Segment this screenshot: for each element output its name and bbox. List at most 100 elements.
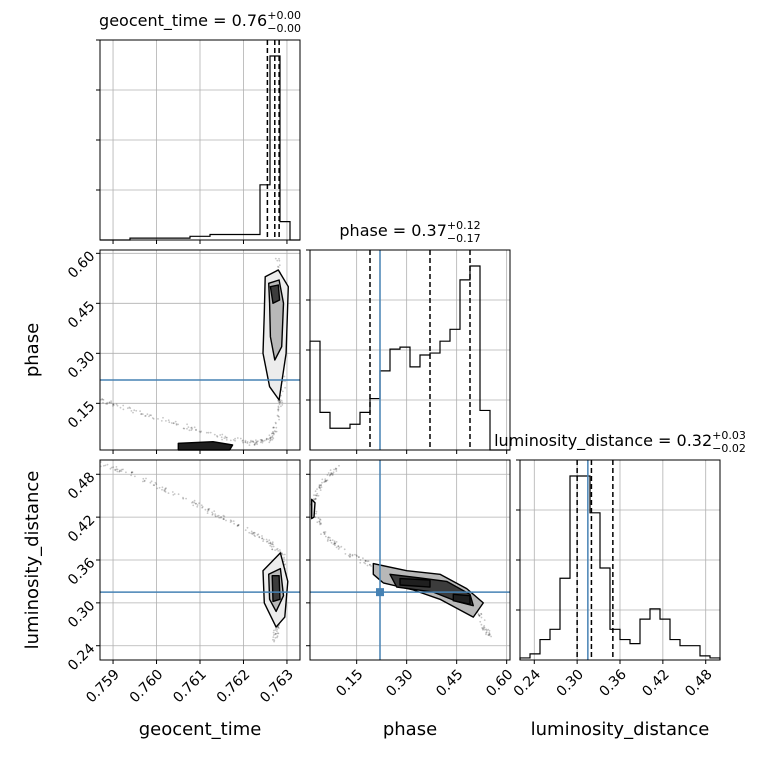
x-axis-label-luminosity_distance: luminosity_distance: [531, 719, 710, 740]
sample-point: [282, 553, 284, 556]
sample-point: [334, 468, 337, 471]
x-tick-label: 0.763: [257, 667, 297, 707]
sample-point: [364, 559, 367, 562]
sample-point: [102, 401, 104, 404]
sample-point: [366, 560, 369, 563]
panel-titles: geocent_time = 0.76+0.00−0.00 phase = 0.3…: [99, 9, 746, 455]
sample-point: [172, 494, 175, 496]
y-axis-label-luminosity_distance: luminosity_distance: [22, 471, 43, 650]
sample-point: [265, 538, 268, 541]
x-tick-label: 0.15: [333, 667, 366, 700]
sample-point: [131, 471, 134, 473]
sample-point: [490, 635, 492, 638]
sample-point: [211, 513, 214, 515]
sample-point: [265, 438, 268, 440]
sample-point: [483, 619, 486, 621]
sample-point: [283, 556, 285, 559]
sample-point: [154, 481, 157, 484]
sample-point: [103, 464, 105, 467]
sample-point: [185, 497, 187, 500]
sample-point: [349, 554, 352, 556]
y-tick-label: 0.30: [65, 348, 98, 381]
sample-point: [317, 517, 320, 519]
sample-point: [281, 401, 284, 404]
x-tick-label: 0.42: [639, 667, 672, 700]
sample-point: [477, 613, 480, 615]
sample-point: [222, 514, 225, 517]
sample-point: [258, 536, 261, 539]
x-tick-label: 0.30: [383, 667, 416, 700]
y-tick-label: 0.24: [65, 641, 98, 674]
sample-point: [221, 438, 223, 441]
sample-point: [150, 414, 152, 417]
sample-point: [188, 429, 191, 432]
sample-point: [119, 406, 122, 409]
sample-point: [151, 417, 154, 419]
sample-point: [483, 625, 486, 627]
sample-point: [218, 516, 221, 519]
sample-point: [206, 510, 209, 513]
histogram-panel-phase: [306, 249, 511, 454]
sample-point: [132, 411, 134, 414]
sample-point: [163, 489, 166, 491]
x-tick-label: 0.761: [170, 667, 210, 707]
sample-point: [253, 534, 256, 536]
sample-point: [330, 473, 332, 475]
sample-point: [481, 627, 484, 630]
sample-point: [319, 523, 321, 526]
sample-point: [130, 471, 133, 474]
sample-point: [265, 540, 268, 543]
sample-point: [271, 541, 274, 544]
sample-point: [164, 488, 167, 491]
sample-point: [331, 472, 333, 475]
sample-point: [191, 428, 194, 430]
sample-point: [182, 497, 185, 500]
sample-point: [232, 520, 235, 522]
sample-point: [333, 540, 336, 543]
sample-point: [316, 521, 319, 524]
sample-point: [329, 536, 331, 539]
sample-point: [277, 550, 280, 552]
sample-point: [106, 463, 109, 466]
scatter-panel-geocent_time-vs-luminosity_distance: [96, 459, 301, 664]
sample-point: [358, 556, 360, 559]
sample-point: [344, 553, 347, 555]
sample-point: [281, 552, 283, 555]
sample-point: [273, 433, 275, 436]
sample-point: [338, 464, 340, 467]
sample-point: [144, 415, 146, 417]
sample-point: [280, 399, 283, 402]
sample-point: [329, 474, 332, 476]
sample-point: [277, 632, 280, 635]
sample-point: [113, 404, 115, 406]
sample-point: [145, 477, 147, 480]
sample-point: [261, 441, 264, 444]
sample-point: [156, 487, 159, 490]
sample-point: [101, 398, 104, 400]
sample-point: [277, 415, 280, 418]
x-tick-label: 0.759: [83, 667, 123, 707]
y-tick-label: 0.45: [65, 298, 98, 331]
sample-point: [223, 437, 226, 439]
sample-point: [318, 485, 321, 488]
sample-point: [211, 514, 214, 516]
sample-point: [327, 538, 329, 541]
sample-point: [122, 404, 125, 407]
sample-point: [338, 546, 341, 549]
sample-point: [275, 422, 277, 425]
sample-point: [313, 498, 315, 500]
sample-point: [270, 436, 272, 438]
sample-point: [320, 523, 322, 525]
sample-point: [314, 497, 317, 500]
sample-point: [193, 501, 196, 504]
sample-point: [112, 405, 114, 407]
sample-point: [274, 430, 277, 433]
sample-point: [478, 614, 481, 617]
sample-point: [216, 435, 219, 438]
title-sup: +0.12: [447, 219, 481, 232]
sample-point: [110, 401, 113, 404]
sample-point: [134, 475, 136, 478]
sample-point: [278, 627, 280, 629]
sample-point: [274, 633, 277, 635]
sample-point: [334, 467, 337, 470]
